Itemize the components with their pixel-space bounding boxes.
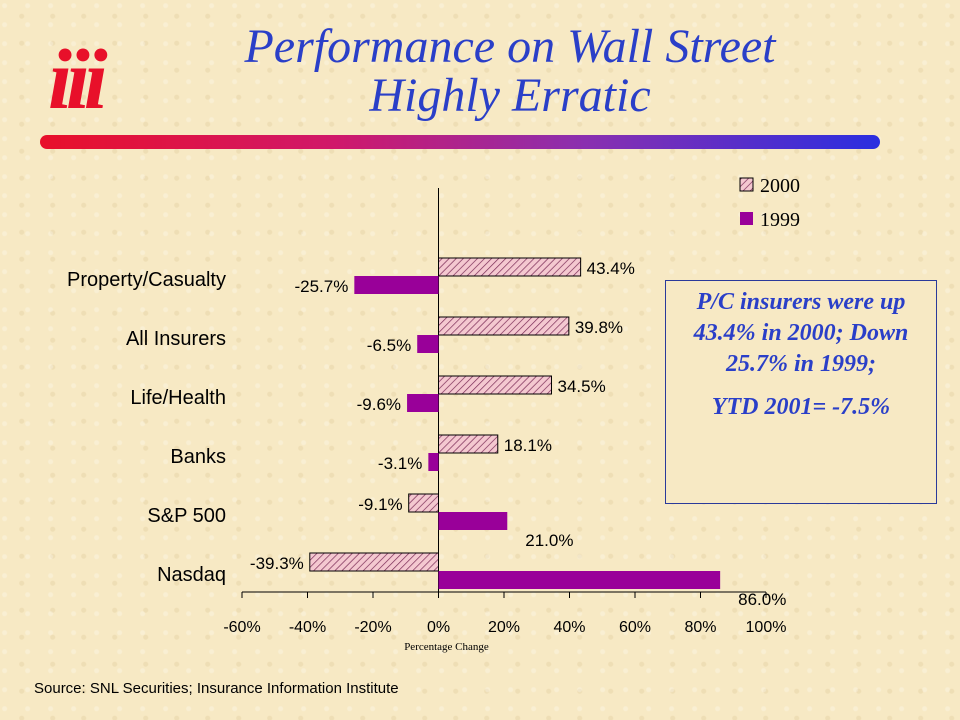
legend-label: 1999 bbox=[760, 209, 800, 231]
data-label: 86.0% bbox=[738, 590, 786, 609]
bar-2000 bbox=[438, 434, 499, 454]
bar-2000 bbox=[438, 375, 552, 395]
legend-swatch-1999 bbox=[740, 212, 753, 225]
data-label: -39.3% bbox=[250, 554, 304, 573]
category-label: Nasdaq bbox=[157, 564, 226, 586]
bar-1999 bbox=[438, 571, 721, 589]
bar-1999 bbox=[428, 453, 439, 471]
callout-text: P/C insurers were up 43.4% in 2000; Down… bbox=[693, 289, 909, 377]
source-note: Source: SNL Securities; Insurance Inform… bbox=[34, 680, 399, 697]
x-tick-label: 100% bbox=[746, 619, 787, 636]
bar-2000 bbox=[438, 257, 582, 277]
x-tick-label: 0% bbox=[427, 619, 450, 636]
category-label: Banks bbox=[170, 446, 226, 468]
x-tick-label: -20% bbox=[354, 619, 391, 636]
callout-ytd-text: YTD 2001= -7.5% bbox=[711, 394, 891, 420]
x-tick-label: -60% bbox=[223, 619, 260, 636]
data-label: -9.6% bbox=[357, 395, 401, 414]
x-axis-label: Percentage Change bbox=[404, 641, 489, 653]
data-label: 18.1% bbox=[504, 436, 552, 455]
data-label: 43.4% bbox=[587, 259, 635, 278]
bar-1999 bbox=[354, 276, 439, 294]
bar-2000 bbox=[309, 552, 440, 572]
bar-1999 bbox=[407, 394, 439, 412]
x-tick-label: 60% bbox=[619, 619, 651, 636]
data-label: -9.1% bbox=[358, 495, 402, 514]
category-label: S&P 500 bbox=[147, 505, 226, 527]
data-label: -6.5% bbox=[367, 336, 411, 355]
category-label: Property/Casualty bbox=[67, 269, 226, 291]
bar-2000 bbox=[438, 316, 570, 336]
x-tick-label: 40% bbox=[553, 619, 585, 636]
data-label: 34.5% bbox=[557, 377, 605, 396]
title-line-2: Highly Erratic bbox=[369, 69, 651, 122]
data-label: -3.1% bbox=[378, 454, 422, 473]
bar-1999 bbox=[438, 512, 508, 530]
data-label: -25.7% bbox=[294, 277, 348, 296]
callout-box: P/C insurers were up 43.4% in 2000; Down… bbox=[665, 280, 937, 504]
data-label: 39.8% bbox=[575, 318, 623, 337]
title-line-1: Performance on Wall Street bbox=[244, 20, 776, 73]
x-tick-label: 20% bbox=[488, 619, 520, 636]
x-tick-label: -40% bbox=[289, 619, 326, 636]
legend-swatch-2000 bbox=[739, 177, 754, 192]
title-underline-bar bbox=[40, 135, 880, 149]
legend-label: 2000 bbox=[760, 175, 800, 197]
data-label: 21.0% bbox=[525, 531, 573, 550]
x-tick-label: 80% bbox=[684, 619, 716, 636]
category-label: Life/Health bbox=[130, 387, 226, 409]
category-label: All Insurers bbox=[126, 328, 226, 350]
bar-2000 bbox=[408, 493, 440, 513]
bar-1999 bbox=[417, 335, 439, 353]
slide-title: Performance on Wall Street Highly Errati… bbox=[150, 22, 870, 120]
iii-logo: iii bbox=[48, 40, 114, 120]
